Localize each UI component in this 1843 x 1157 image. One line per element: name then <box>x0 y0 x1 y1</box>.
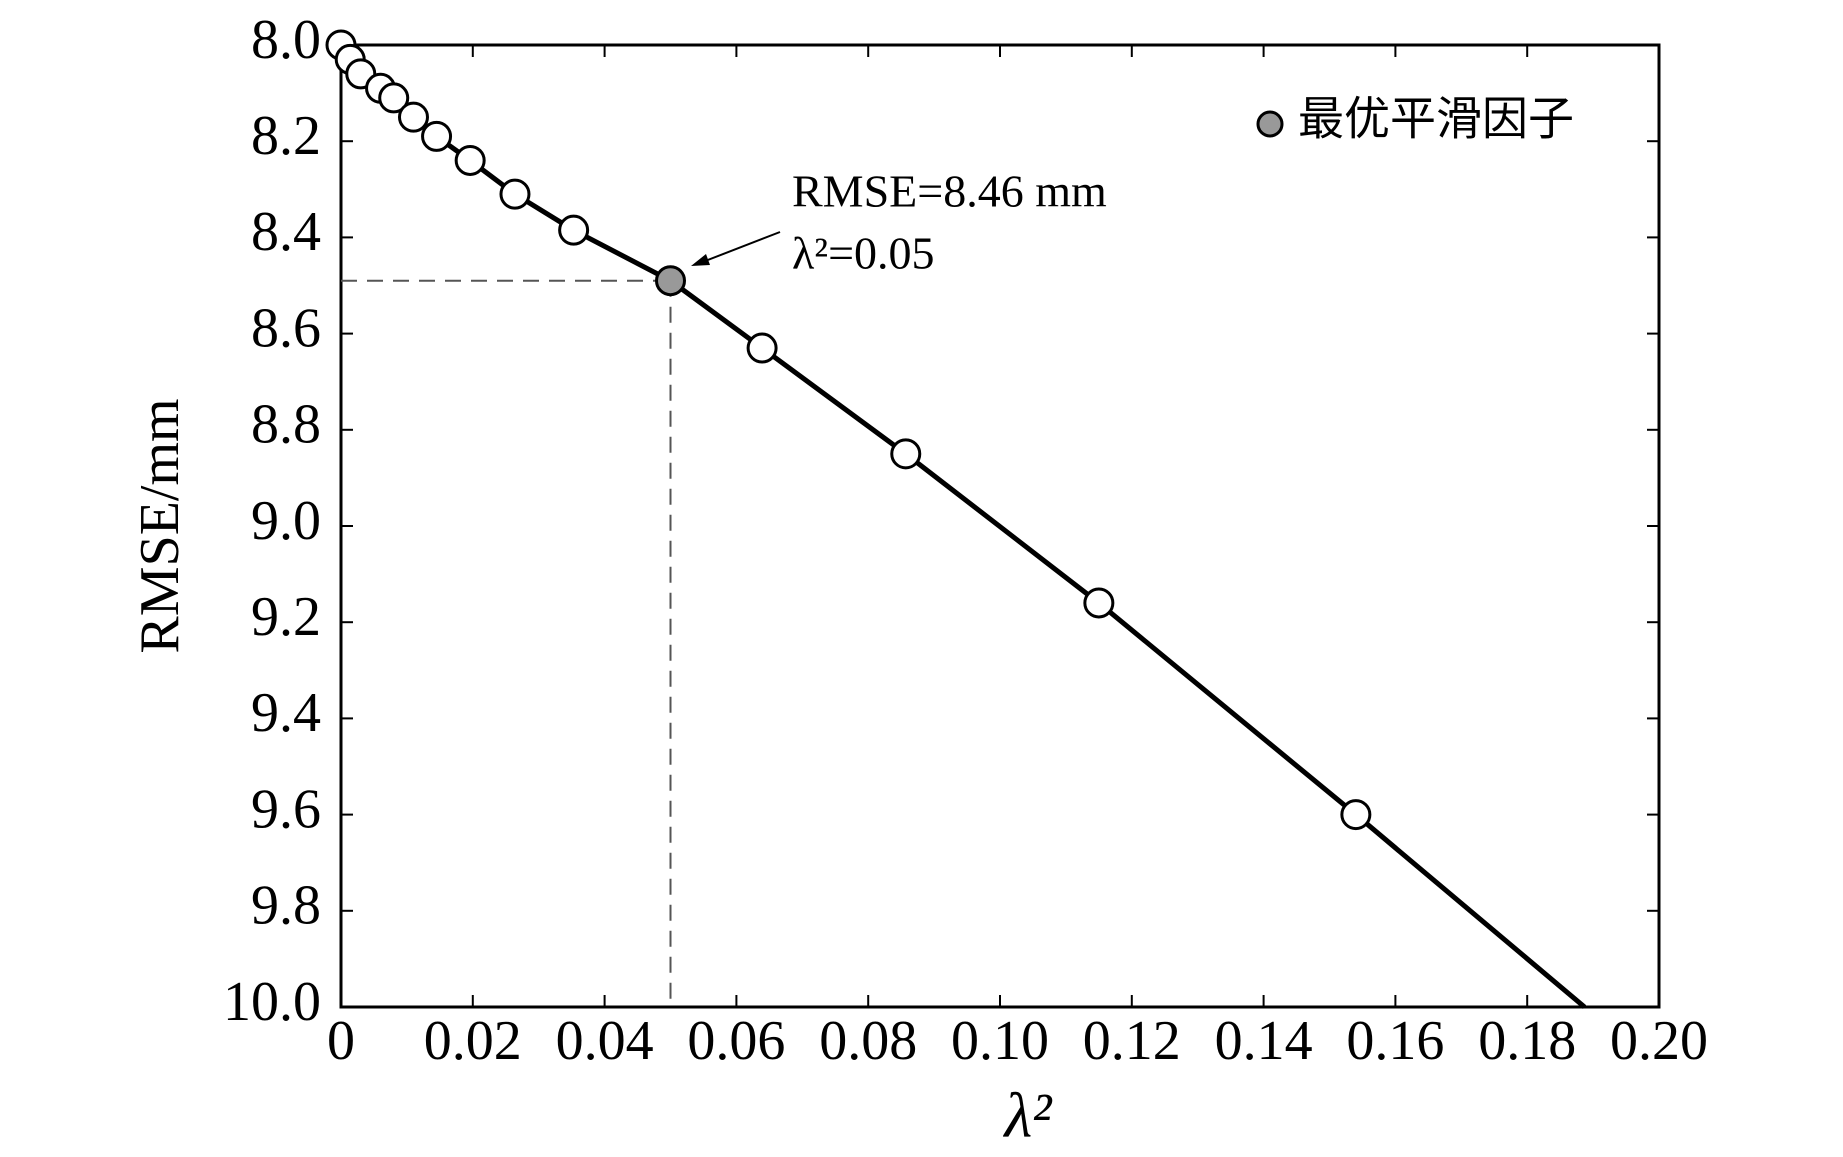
y-tick-label: 8.0 <box>251 9 321 71</box>
x-tick-label: 0.06 <box>687 1010 785 1072</box>
y-tick-label: 10.0 <box>223 971 321 1033</box>
y-tick-label: 9.2 <box>251 586 321 648</box>
marker <box>1083 587 1115 619</box>
x-tick-label: 0 <box>327 1010 355 1072</box>
y-tick-label: 9.4 <box>251 682 321 744</box>
arrow-head <box>691 254 710 266</box>
marker <box>499 178 531 210</box>
marker <box>655 265 686 297</box>
x-tick-label: 0.08 <box>819 1010 917 1072</box>
y-tick-label: 9.6 <box>251 778 321 840</box>
legend-marker <box>1256 110 1284 138</box>
y-axis-label: RMSE/mm <box>129 398 191 653</box>
marker <box>378 82 410 114</box>
x-tick-label: 0.10 <box>951 1010 1049 1072</box>
y-tick-label: 9.8 <box>251 875 321 937</box>
marker <box>746 332 778 364</box>
legend-label: 最优平滑因子 <box>1298 94 1574 145</box>
marker <box>890 438 922 470</box>
y-tick-label: 8.6 <box>251 297 321 359</box>
x-tick-label: 0.02 <box>424 1010 522 1072</box>
annotation: RMSE=8.46 mm <box>792 166 1107 217</box>
x-tick-label: 0.20 <box>1610 1010 1708 1072</box>
marker <box>1340 799 1372 831</box>
annotation-arrow <box>699 231 781 264</box>
annotation: λ²=0.05 <box>792 228 935 279</box>
y-tick-label: 8.2 <box>251 105 321 167</box>
marker <box>397 101 429 133</box>
marker <box>421 120 453 152</box>
x-tick-label: 0.14 <box>1215 1010 1313 1072</box>
y-tick-label: 8.8 <box>251 394 321 456</box>
x-tick-label: 0.18 <box>1478 1010 1576 1072</box>
y-tick-label: 8.4 <box>251 201 321 263</box>
y-tick-label: 9.0 <box>251 490 321 552</box>
marker <box>558 214 590 246</box>
x-axis-label: λ² <box>1003 1080 1054 1151</box>
x-tick-label: 0.16 <box>1346 1010 1444 1072</box>
x-tick-label: 0.12 <box>1083 1010 1181 1072</box>
x-tick-label: 0.04 <box>556 1010 654 1072</box>
marker <box>454 144 486 176</box>
